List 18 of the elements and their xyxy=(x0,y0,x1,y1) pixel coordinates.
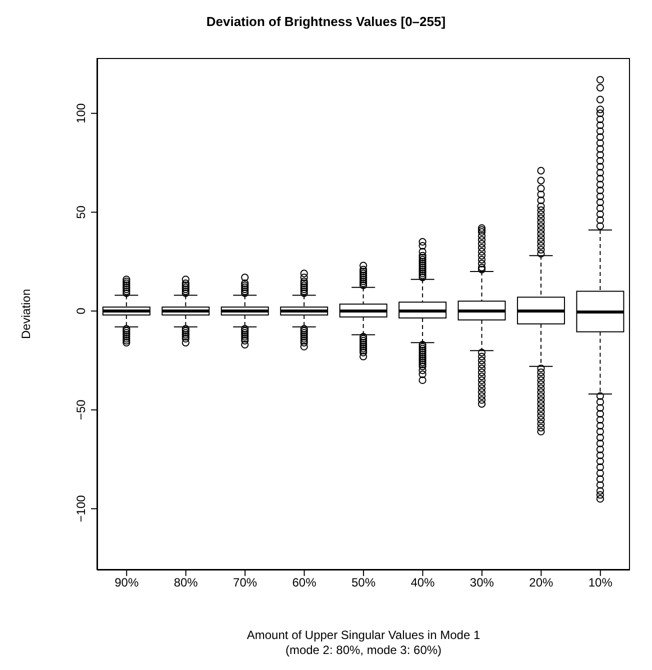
y-axis-title: Deviation xyxy=(19,288,33,340)
x-tick-label: 10% xyxy=(588,576,613,590)
y-tick-label: −100 xyxy=(74,494,88,522)
y-tick-label: 0 xyxy=(74,307,88,314)
x-tick-label: 70% xyxy=(233,576,258,590)
x-tick-label: 60% xyxy=(292,576,317,590)
text: (mode 2: 80%, mode 3: 60%) xyxy=(284,643,443,657)
x-tick-label: 40% xyxy=(410,576,436,590)
y-tick-label: 50 xyxy=(74,205,88,219)
y-tick-label: −50 xyxy=(74,399,88,420)
y-tick-label: 100 xyxy=(74,103,88,124)
x-axis-title: Amount of Upper Singular Values in Mode 1 xyxy=(246,628,482,642)
x-tick-label: 80% xyxy=(174,576,198,590)
x-tick-label: 20% xyxy=(529,576,554,590)
x-tick-label: 30% xyxy=(470,576,494,590)
chart-title: Deviation of Brightness Values [0–255] xyxy=(205,14,447,29)
x-tick-label: 90% xyxy=(114,576,139,590)
x-tick-label: 50% xyxy=(351,576,376,590)
